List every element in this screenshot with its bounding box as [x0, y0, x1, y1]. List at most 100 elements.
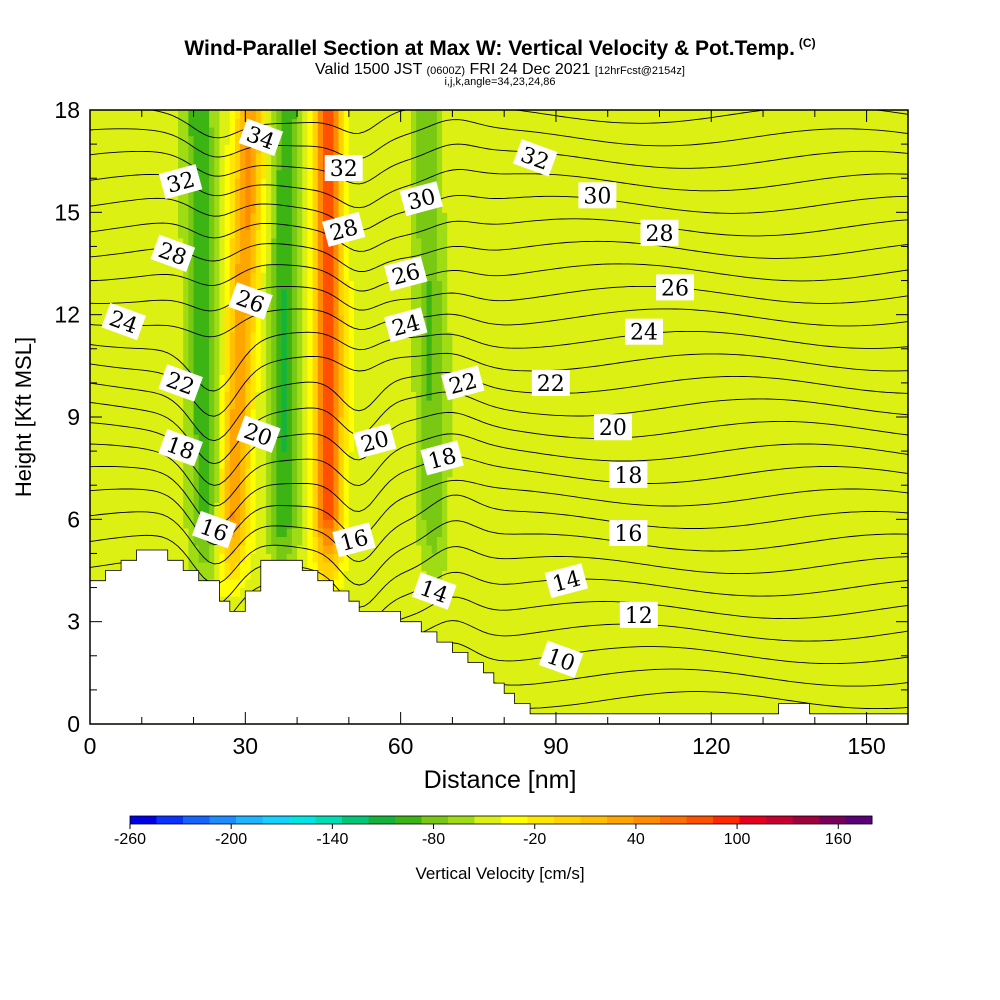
velocity-cell: [545, 613, 552, 623]
velocity-cell: [234, 476, 241, 486]
velocity-cell: [499, 630, 505, 640]
velocity-cell: [788, 485, 795, 495]
velocity-cell: [245, 544, 252, 555]
velocity-cell: [452, 553, 459, 563]
velocity-cell: [638, 655, 645, 665]
velocity-cell: [473, 502, 479, 512]
velocity-cell: [902, 706, 909, 717]
velocity-cell: [571, 493, 578, 503]
velocity-cell: [851, 544, 857, 555]
velocity-cell: [835, 621, 842, 631]
velocity-cell: [643, 698, 650, 708]
velocity-cell: [115, 510, 122, 520]
velocity-cell: [540, 672, 547, 682]
velocity-cell: [602, 638, 609, 648]
velocity-cell: [146, 476, 153, 486]
velocity-cell: [504, 664, 510, 674]
velocity-cell: [592, 476, 598, 486]
velocity-cell: [457, 485, 464, 495]
velocity-cell: [799, 536, 806, 546]
velocity-cell: [685, 596, 692, 606]
velocity-cell: [602, 664, 609, 674]
velocity-cell: [395, 527, 402, 537]
velocity-cell: [395, 519, 402, 529]
velocity-cell: [716, 570, 723, 580]
velocity-cell: [566, 613, 573, 623]
velocity-cell: [680, 561, 686, 572]
velocity-cell: [902, 544, 909, 555]
velocity-cell: [804, 510, 811, 520]
velocity-cell: [763, 681, 769, 691]
velocity-cell: [343, 561, 350, 572]
velocity-cell: [628, 485, 635, 495]
velocity-cell: [126, 536, 133, 546]
velocity-cell: [555, 527, 562, 537]
velocity-cell: [203, 451, 210, 461]
velocity-cell: [452, 468, 459, 478]
velocity-cell: [172, 459, 179, 469]
velocity-cell: [566, 621, 573, 631]
velocity-cell: [587, 706, 593, 717]
velocity-cell: [628, 493, 635, 503]
velocity-cell: [571, 510, 578, 520]
velocity-cell: [747, 655, 754, 665]
velocity-cell: [141, 502, 148, 512]
velocity-cell: [731, 664, 738, 674]
velocity-cell: [405, 613, 412, 623]
velocity-cell: [669, 468, 676, 478]
velocity-cell: [592, 706, 598, 717]
velocity-cell: [519, 672, 526, 682]
velocity-cell: [835, 502, 842, 512]
velocity-cell: [219, 502, 226, 512]
velocity-cell: [555, 621, 562, 631]
velocity-cell: [680, 604, 686, 614]
velocity-cell: [416, 544, 422, 555]
velocity-cell: [778, 544, 785, 555]
velocity-cell: [711, 698, 718, 708]
velocity-cell: [493, 664, 500, 674]
velocity-cell: [607, 621, 614, 631]
velocity-cell: [607, 502, 614, 512]
velocity-cell: [566, 544, 573, 555]
velocity-cell: [757, 519, 764, 529]
velocity-cell: [716, 579, 723, 589]
velocity-cell: [322, 544, 329, 555]
velocity-cell: [462, 604, 469, 614]
velocity-cell: [840, 604, 847, 614]
velocity-cell: [799, 485, 806, 495]
velocity-cell: [136, 519, 143, 529]
velocity-cell: [550, 596, 557, 606]
velocity-cell: [343, 502, 350, 512]
velocity-cell: [897, 689, 904, 700]
velocity-cell: [845, 698, 852, 708]
velocity-cell: [509, 553, 516, 563]
velocity-cell: [354, 459, 360, 469]
velocity-cell: [410, 519, 417, 529]
velocity-cell: [271, 468, 277, 478]
velocity-cell: [675, 510, 681, 520]
velocity-cell: [550, 621, 557, 631]
velocity-cell: [659, 544, 666, 555]
velocity-cell: [421, 544, 428, 555]
velocity-cell: [105, 553, 112, 563]
velocity-cell: [322, 485, 329, 495]
velocity-cell: [410, 604, 417, 614]
velocity-cell: [581, 536, 588, 546]
velocity-cell: [856, 476, 863, 486]
velocity-cell: [716, 502, 723, 512]
velocity-cell: [540, 519, 547, 529]
velocity-cell: [493, 647, 500, 657]
velocity-cell: [711, 630, 718, 640]
velocity-cell: [250, 493, 257, 503]
velocity-cell: [664, 647, 671, 657]
velocity-cell: [618, 664, 624, 674]
velocity-cell: [778, 459, 785, 469]
velocity-cell: [499, 553, 505, 563]
velocity-cell: [731, 689, 738, 700]
velocity-cell: [763, 536, 769, 546]
velocity-cell: [193, 553, 200, 563]
velocity-cell: [737, 604, 743, 614]
velocity-cell: [752, 553, 759, 563]
velocity-cell: [731, 459, 738, 469]
velocity-cell: [312, 451, 319, 461]
